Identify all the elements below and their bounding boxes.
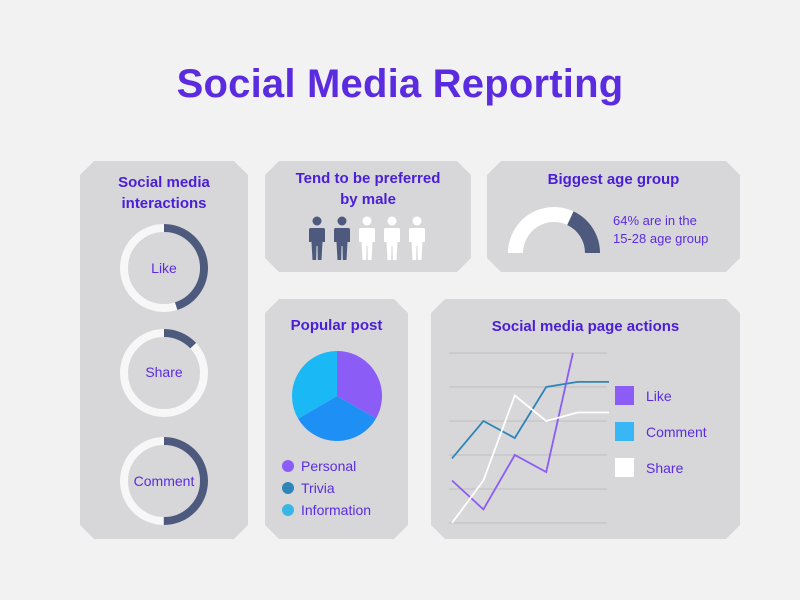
- legend-share-label: Share: [646, 459, 684, 476]
- pie-slice-trivia: [298, 396, 376, 441]
- page-actions-card: Social media page actions Like Comment S…: [431, 299, 740, 539]
- age-group-text: 64% are in the 15-28 age group: [613, 212, 708, 248]
- legend-like-label: Like: [646, 387, 672, 404]
- age-group-text-line2: 15-28 age group: [613, 231, 709, 246]
- like-ring: [118, 222, 210, 314]
- comment-ring: [118, 435, 210, 527]
- interactions-card: Social media interactions Like Share Com…: [80, 161, 248, 539]
- share-ring-label: Share: [145, 364, 183, 380]
- people-icon-row: [305, 216, 433, 262]
- share-ring: [118, 327, 210, 419]
- legend-comment-label: Comment: [646, 423, 707, 440]
- legend-share: Share: [615, 458, 683, 477]
- age-gauge: [506, 205, 602, 255]
- legend-comment-swatch: [615, 422, 634, 441]
- legend-trivia-label: Trivia: [301, 480, 335, 496]
- person-icon: [384, 217, 400, 261]
- person-icon: [359, 217, 375, 261]
- person-icon: [309, 217, 325, 261]
- popular-post-pie: [292, 351, 382, 441]
- legend-like: Like: [615, 386, 672, 405]
- legend-personal: Personal: [282, 458, 356, 474]
- legend-trivia-dot: [282, 482, 294, 494]
- legend-information: Information: [282, 502, 371, 518]
- male-preference-title: Tend to be preferred by male: [295, 170, 441, 208]
- popular-post-title: Popular post: [290, 317, 383, 334]
- legend-comment: Comment: [615, 422, 707, 441]
- person-icon: [334, 217, 350, 261]
- comment-ring-label: Comment: [133, 473, 195, 489]
- popular-post-card: Popular post Personal Trivia Information: [265, 299, 408, 539]
- page-actions-title: Social media page actions: [491, 318, 680, 335]
- age-group-title: Biggest age group: [547, 171, 680, 188]
- legend-like-swatch: [615, 386, 634, 405]
- legend-information-label: Information: [301, 502, 372, 518]
- pie-slice-personal: [337, 351, 382, 418]
- like-ring-label: Like: [151, 260, 177, 276]
- legend-personal-dot: [282, 460, 294, 472]
- page-title: Social Media Reporting: [176, 62, 624, 106]
- series-line-comment: [452, 382, 609, 459]
- legend-personal-label: Personal: [301, 458, 357, 474]
- series-line-share: [452, 396, 609, 524]
- age-group-text-line1: 64% are in the: [613, 213, 697, 228]
- legend-information-dot: [282, 504, 294, 516]
- series-line-like: [452, 353, 573, 509]
- page-actions-line-chart: [449, 351, 617, 529]
- legend-trivia: Trivia: [282, 480, 335, 496]
- pie-slice-information: [292, 351, 337, 419]
- male-preference-card: Tend to be preferred by male: [265, 161, 471, 272]
- legend-share-swatch: [615, 458, 634, 477]
- age-group-card: Biggest age group 64% are in the 15-28 a…: [487, 161, 740, 272]
- interactions-title: Social media interactions: [118, 174, 210, 212]
- person-icon: [409, 217, 425, 261]
